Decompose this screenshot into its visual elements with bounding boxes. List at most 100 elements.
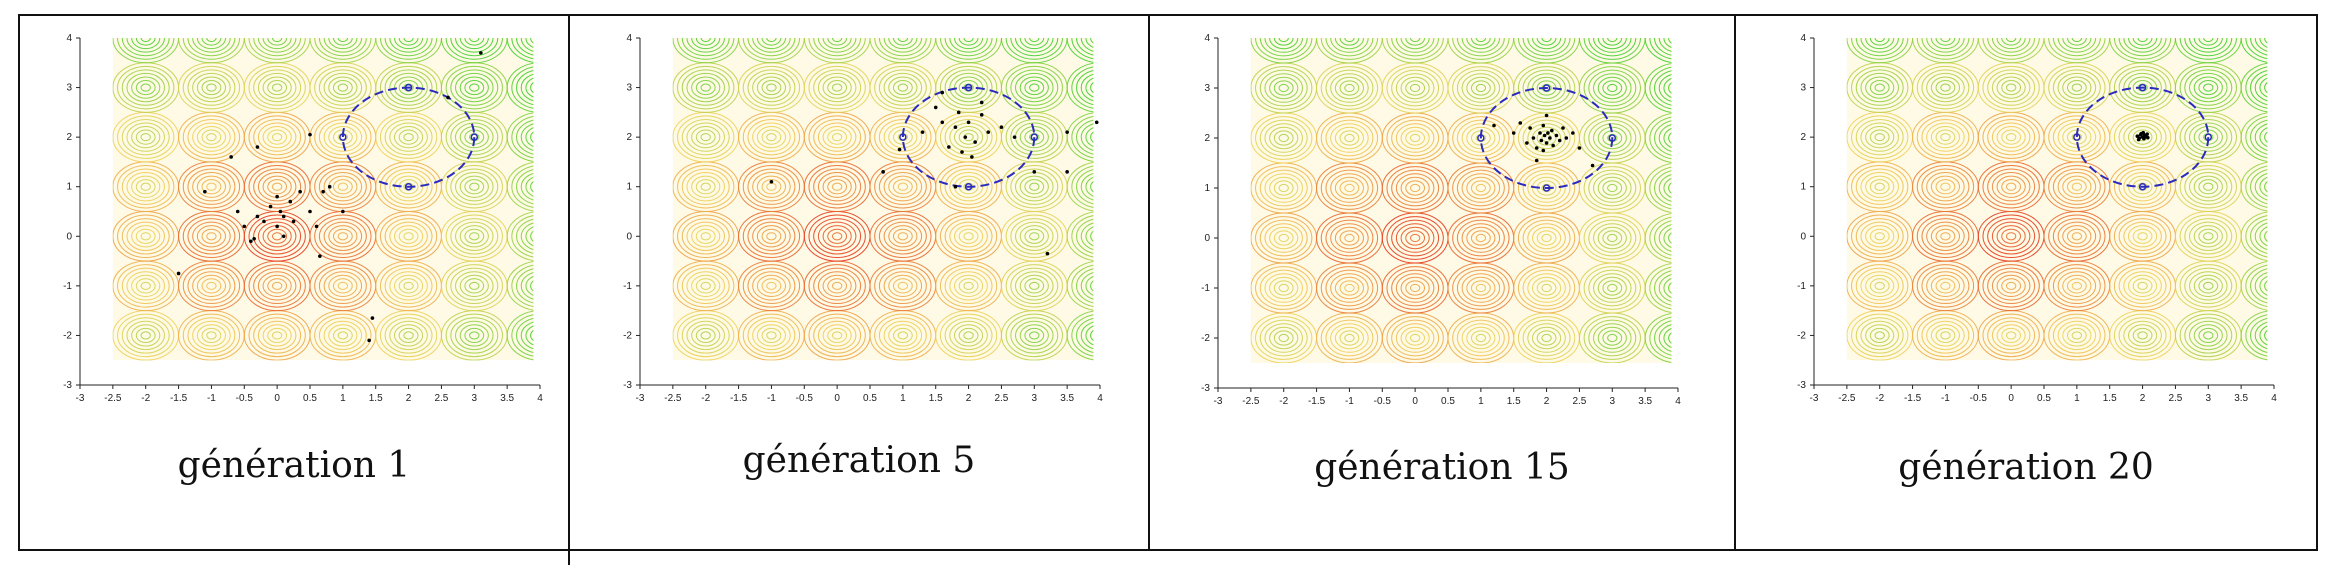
panel-generation-4: -3 -2.5 -2 -1.5 -1 -0.5 0 0.5 1 1.5 2 2.5 3 3.5 4 -3 -2 -…: [1736, 0, 2316, 565]
population-point: [235, 209, 240, 214]
x-tick-label: 0.5: [863, 393, 877, 404]
x-tick-label: 2.5: [434, 393, 448, 404]
x-tick-label: 1: [2074, 393, 2080, 404]
y-tick-label: -2: [1201, 333, 1210, 344]
y-tick-label: 4: [1204, 33, 1210, 44]
y-tick-label: -2: [63, 330, 72, 341]
population-point: [769, 179, 774, 184]
y-tick-label: -1: [63, 281, 72, 292]
population-point: [1544, 141, 1549, 145]
population-point: [956, 110, 961, 115]
y-tick-label: 2: [626, 132, 632, 143]
top-border: [18, 14, 2318, 16]
x-tick-label: 2.5: [994, 393, 1008, 404]
optimum-ellipse: [901, 86, 1036, 188]
population-point: [1531, 136, 1536, 140]
x-tick-label: 2: [406, 393, 412, 404]
contour-plot: -3 -2.5 -2 -1.5 -1 -0.5 0 0.5 1 1.5 2 2.5 3 3.5 4 -3 -2 -…: [623, 33, 1103, 404]
x-tick-label: 3.5: [2234, 393, 2248, 404]
population-point: [1534, 158, 1539, 163]
population-point: [1012, 135, 1017, 139]
x-tick-label: 1: [1478, 396, 1484, 407]
y-tick-label: 1: [626, 182, 632, 193]
ellipse-marker: [404, 83, 413, 92]
population-point: [963, 135, 968, 139]
x-tick-label: 0.5: [1441, 396, 1455, 407]
x-tick-label: 1: [340, 393, 346, 404]
contour-field: [672, 38, 1094, 361]
population-point: [308, 132, 312, 137]
x-tick-label: -2: [701, 393, 710, 404]
population-point: [953, 125, 958, 130]
y-tick-label: -3: [1797, 380, 1806, 391]
contour-plot: -3 -2.5 -2 -1.5 -1 -0.5 0 0.5 1 1.5 2 2.5 3 3.5 4 -3 -2 -…: [1201, 33, 1681, 407]
population-point: [281, 234, 286, 239]
population-point: [278, 209, 283, 214]
population-point: [1518, 121, 1523, 125]
population-point: [1539, 138, 1544, 143]
population-point: [947, 145, 951, 149]
y-tick-label: -2: [1797, 330, 1806, 341]
x-tick-label: 4: [537, 393, 543, 404]
population-point: [979, 100, 984, 105]
generation-caption: génération 20: [1898, 447, 2154, 488]
population-point: [897, 147, 902, 152]
ellipse-marker: [2204, 133, 2213, 141]
y-tick-label: 1: [1800, 182, 1806, 193]
x-tick-label: 0.5: [2037, 393, 2051, 404]
right-border: [2316, 14, 2318, 551]
population-point: [291, 219, 296, 224]
population-point: [255, 145, 260, 149]
population-point: [314, 224, 319, 229]
y-tick-label: -1: [1201, 283, 1210, 294]
population-point: [1528, 126, 1532, 130]
x-tick-label: -2.5: [1242, 396, 1260, 407]
x-tick-label: -0.5: [1374, 396, 1392, 407]
x-tick-label: 4: [1675, 396, 1681, 407]
population-point: [275, 224, 279, 229]
population-point: [1542, 133, 1547, 138]
divider-3: [1734, 14, 1736, 551]
x-tick-label: 3.5: [1060, 393, 1074, 404]
x-tick-label: -2.5: [1838, 393, 1856, 404]
population-point: [933, 105, 938, 110]
population-point: [1492, 123, 1496, 128]
population-point: [979, 113, 984, 117]
x-tick-label: 1.5: [1507, 396, 1521, 407]
left-border: [18, 14, 20, 551]
population-point: [479, 51, 483, 55]
x-tick-label: 4: [1097, 393, 1103, 404]
x-tick-label: -0.5: [236, 393, 254, 404]
population-point: [1546, 131, 1550, 135]
population-point: [2145, 132, 2149, 136]
ellipse-marker: [1542, 84, 1551, 92]
x-tick-label: 2.5: [2168, 393, 2182, 404]
population-point: [1511, 131, 1516, 135]
ellipse-marker: [899, 133, 907, 141]
x-tick-label: 2.5: [1572, 396, 1586, 407]
y-tick-label: 3: [626, 83, 632, 94]
x-tick-label: -1.5: [1308, 396, 1326, 407]
population-point: [1065, 170, 1069, 174]
panel-generation-2: -3 -2.5 -2 -1.5 -1 -0.5 0 0.5 1 1.5 2 2.5 3 3.5 4 -3 -2 -…: [570, 0, 1148, 565]
population-point: [970, 155, 974, 159]
generation-caption: génération 15: [1314, 447, 1570, 488]
y-tick-label: -3: [1201, 383, 1210, 394]
ellipse-marker: [404, 182, 413, 191]
y-tick-label: 1: [1204, 183, 1210, 194]
y-tick-label: 0: [66, 231, 72, 242]
ellipse-marker: [2073, 133, 2081, 141]
x-tick-label: -2: [1279, 396, 1288, 407]
population-points: [2135, 130, 2150, 142]
population-point: [1045, 251, 1050, 256]
optimum-ellipse: [1479, 87, 1614, 189]
population-points: [1492, 113, 1595, 168]
x-tick-label: 3.5: [500, 393, 514, 404]
x-tick-label: -1.5: [170, 393, 188, 404]
ellipse-marker: [2138, 83, 2147, 92]
population-point: [2136, 137, 2141, 142]
population-point: [203, 189, 207, 194]
x-tick-label: 2: [2140, 393, 2146, 404]
optimum-ellipse: [2075, 86, 2210, 188]
population-point: [308, 209, 312, 214]
